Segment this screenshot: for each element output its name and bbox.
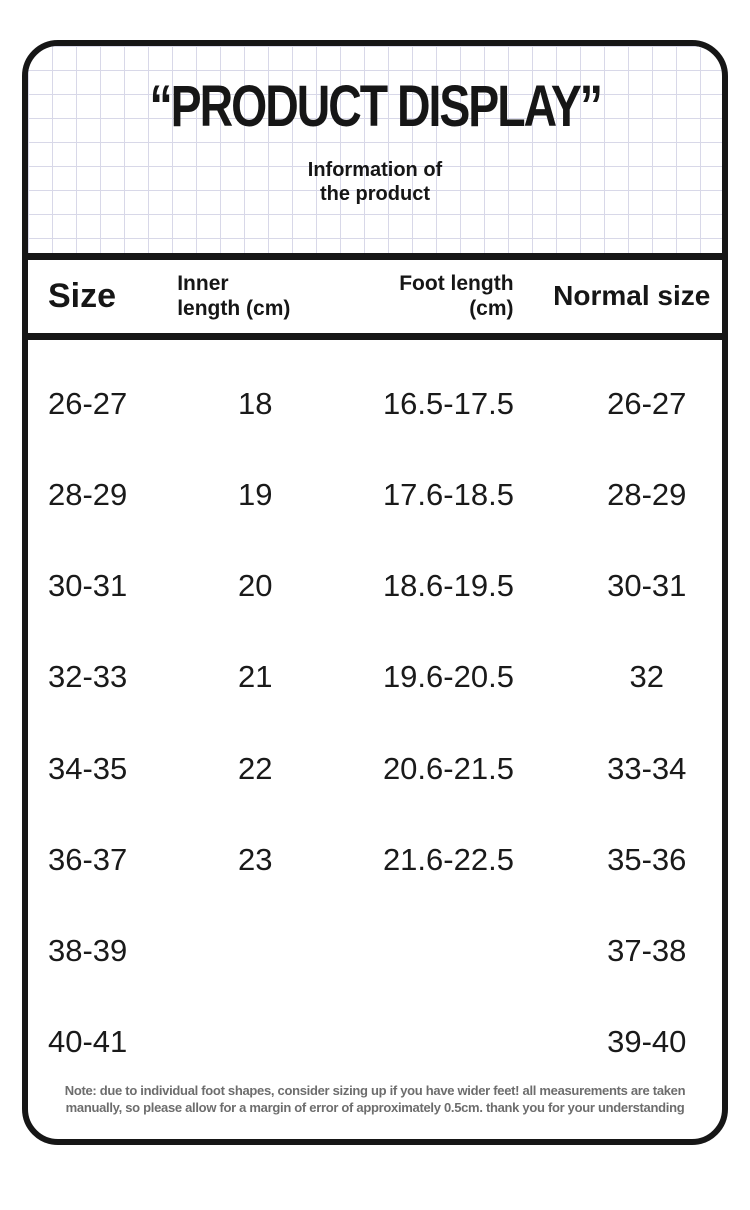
cell-size: 30-31 xyxy=(48,568,128,604)
cell-inner_length_cm: 19 xyxy=(238,476,273,512)
size-table-header: Size Inner length (cm) Foot length (cm) … xyxy=(28,260,722,333)
cell-size: 38-39 xyxy=(48,933,128,969)
cell-size: 34-35 xyxy=(48,750,128,786)
cell-inner_length_cm xyxy=(177,906,333,997)
cell-normal_size: 30-31 xyxy=(607,568,687,604)
cell-size: 36-37 xyxy=(48,841,128,877)
page-subtitle: Information of the product xyxy=(307,159,443,205)
cell-inner_length_cm xyxy=(177,997,333,1088)
cell-inner_length_cm: 20 xyxy=(238,568,273,604)
page-title-text: “PRODUCT DISPLAY” xyxy=(149,74,603,139)
cell-foot_length_cm: 17.6-18.5 xyxy=(382,476,514,512)
column-header-size: Size xyxy=(48,276,117,315)
cell-normal_size: 32 xyxy=(629,659,664,695)
table-row: 30-31 20 18.6-19.5 30-31 xyxy=(28,541,722,632)
cell-normal_size: 37-38 xyxy=(607,933,687,969)
cell-foot_length_cm: 18.6-19.5 xyxy=(382,568,514,604)
page-title: “PRODUCT DISPLAY” xyxy=(28,78,722,136)
column-header-inner-length: Inner length (cm) xyxy=(177,272,291,320)
table-row: 34-35 22 20.6-21.5 33-34 xyxy=(28,723,722,814)
cell-size: 40-41 xyxy=(48,1024,128,1060)
size-chart-card: “PRODUCT DISPLAY” Information of the pro… xyxy=(22,40,728,1145)
cell-normal_size: 26-27 xyxy=(607,385,687,421)
cell-normal_size: 39-40 xyxy=(607,1024,687,1060)
cell-inner_length_cm: 21 xyxy=(238,659,273,695)
disclaimer-note: Note: due to individual foot shapes, con… xyxy=(64,1083,686,1115)
cell-size: 28-29 xyxy=(48,476,128,512)
cell-normal_size: 35-36 xyxy=(607,841,687,877)
cell-foot_length_cm xyxy=(333,997,541,1088)
cell-size: 26-27 xyxy=(48,385,128,421)
cell-foot_length_cm xyxy=(333,906,541,997)
table-row: 26-27 18 16.5-17.5 26-27 xyxy=(28,358,722,449)
cell-size: 32-33 xyxy=(48,659,128,695)
cell-foot_length_cm: 16.5-17.5 xyxy=(382,385,514,421)
table-row: 28-29 19 17.6-18.5 28-29 xyxy=(28,449,722,540)
table-row: 36-37 23 21.6-22.5 35-36 xyxy=(28,814,722,905)
cell-foot_length_cm: 20.6-21.5 xyxy=(382,750,514,786)
divider-header xyxy=(28,333,722,340)
table-row: 40-41 39-40 xyxy=(28,997,722,1088)
divider-top xyxy=(28,253,722,260)
column-header-normal-size: Normal size xyxy=(553,280,711,312)
cell-normal_size: 28-29 xyxy=(607,476,687,512)
table-row: 32-33 21 19.6-20.5 32 xyxy=(28,632,722,723)
cell-foot_length_cm: 21.6-22.5 xyxy=(382,841,514,877)
cell-inner_length_cm: 22 xyxy=(238,750,273,786)
size-table-body: 26-27 18 16.5-17.5 26-27 28-29 19 17.6-18.5 28-… xyxy=(28,340,722,1088)
hero-section: “PRODUCT DISPLAY” Information of the pro… xyxy=(28,46,722,253)
cell-inner_length_cm: 18 xyxy=(238,385,273,421)
column-header-foot-length: Foot length (cm) xyxy=(399,272,514,320)
cell-inner_length_cm: 23 xyxy=(238,841,273,877)
table-row: 38-39 37-38 xyxy=(28,906,722,997)
cell-foot_length_cm: 19.6-20.5 xyxy=(382,659,514,695)
cell-normal_size: 33-34 xyxy=(607,750,687,786)
